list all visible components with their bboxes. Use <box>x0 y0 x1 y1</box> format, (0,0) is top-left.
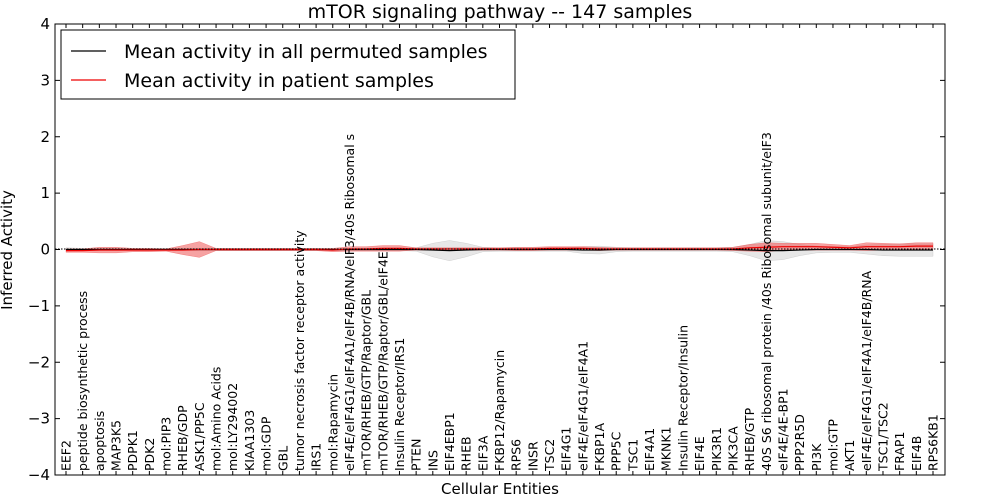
x-tick-label: eIF4E/eIF4G1/eIF4A1 <box>575 341 590 471</box>
x-tick-label: RPS6KB1 <box>926 414 941 471</box>
chart-title: mTOR signaling pathway -- 147 samples <box>308 1 693 23</box>
plot-frame <box>54 23 946 476</box>
x-tick-label: RHEB <box>459 436 474 471</box>
legend-box <box>60 29 516 100</box>
y-axis-label: Inferred Activity <box>0 190 16 310</box>
x-tick-label: RPS6 <box>509 439 524 471</box>
y-axis-ticks: −4 −3 −2 −1 0 1 2 3 4 <box>28 15 945 484</box>
x-tick-label: mol:GTP <box>825 419 840 471</box>
x-tick-label: ASK1/PP5C <box>192 402 207 471</box>
x-tick-label: EIF4G1 <box>559 427 574 471</box>
x-axis-ticks: EEF2 peptide biosynthetic process apoptosi… <box>59 24 941 475</box>
x-tick-label: EIF4A1 <box>642 428 657 471</box>
x-tick-label: PPP2R5D <box>792 414 807 471</box>
x-tick-label: mol:PIP3 <box>159 417 174 471</box>
y-tick-label: 2 <box>40 128 50 146</box>
x-tick-label: PDK2 <box>142 438 157 471</box>
x-tick-label: mol:GDP <box>259 416 274 471</box>
y-tick-label: 4 <box>40 15 50 33</box>
x-tick-label: peptide biosynthetic process <box>75 291 90 471</box>
x-tick-label: EIF3A <box>475 435 490 471</box>
x-tick-label: TSC1/TSC2 <box>875 402 890 472</box>
y-tick-label: −4 <box>28 466 50 484</box>
x-tick-label: EEF2 <box>59 440 74 471</box>
x-tick-label: KIAA1303 <box>242 410 257 471</box>
x-tick-label: AKT1 <box>842 440 857 471</box>
x-tick-label: MKNK1 <box>659 427 674 471</box>
x-tick-label: mTOR/RHEB/GTP/Raptor/GBL/eIF4E <box>375 251 390 471</box>
x-tick-label: PIK3CA <box>725 426 740 471</box>
x-tick-label: Insulin Receptor/Insulin <box>675 325 690 471</box>
x-tick-label: PIK3R1 <box>709 427 724 471</box>
x-tick-label: RHEB/GDP <box>175 405 190 471</box>
x-tick-label: EIF4B <box>909 436 924 471</box>
x-tick-label: IRS1 <box>309 443 324 471</box>
x-tick-label: INS <box>425 450 440 471</box>
x-tick-label: 40S S6 ribosomal protein /40s Ribosomal … <box>759 132 774 471</box>
y-tick-label: 0 <box>40 241 50 259</box>
x-tick-label: EIF4E <box>692 436 707 471</box>
x-tick-label: eIF4E/eIF4G1/eIF4A1/eIF4B/RNA <box>859 270 874 471</box>
x-tick-label: TSC1 <box>625 439 640 472</box>
y-tick-label: −3 <box>28 410 50 428</box>
legend-label-patient: Mean activity in patient samples <box>124 70 434 92</box>
x-tick-label: FKBP12/Rapamycin <box>492 350 507 471</box>
legend-label-permuted: Mean activity in all permuted samples <box>124 41 487 63</box>
y-tick-label: 3 <box>40 71 50 89</box>
x-tick-label: FKBP1A <box>592 423 607 471</box>
x-tick-label: mTOR/RHEB/GTP/Raptor/GBL <box>359 290 374 471</box>
x-axis-label: Cellular Entities <box>441 480 559 498</box>
legend: Mean activity in all permuted samples Me… <box>60 29 516 100</box>
x-tick-label: mol:LY294002 <box>225 383 240 471</box>
x-tick-label: mol:Amino Acids <box>209 367 224 471</box>
y-tick-label: −1 <box>28 297 50 315</box>
x-tick-label: INSR <box>525 441 540 471</box>
x-tick-label: PTEN <box>409 439 424 471</box>
y-tick-label: −2 <box>28 353 50 371</box>
x-tick-label: mol:Rapamycin <box>325 374 340 471</box>
x-tick-label: eIF4E/4E-BP1 <box>775 388 790 471</box>
x-tick-label: EIF4EBP1 <box>442 412 457 471</box>
x-tick-label: FRAP1 <box>892 432 907 471</box>
x-tick-label: TSC2 <box>542 439 557 472</box>
x-tick-label: PI3K <box>809 443 824 471</box>
x-tick-label: PPP5C <box>609 431 624 471</box>
x-tick-label: GBL <box>275 446 290 471</box>
x-tick-label: RHEB/GTP <box>742 407 757 471</box>
x-tick-label: MAP3K5 <box>109 420 124 471</box>
x-tick-label: apoptosis <box>92 411 107 471</box>
x-tick-label: Insulin Receptor/IRS1 <box>392 338 407 471</box>
x-tick-label: tumor necrosis factor receptor activity <box>292 230 307 471</box>
x-tick-label: PDPK1 <box>125 430 140 471</box>
x-tick-label: eIF4E/eIF4G1/eIF4A1/eIF4B/RNA/eIF3/40s R… <box>342 134 357 471</box>
y-tick-label: 1 <box>40 184 50 202</box>
